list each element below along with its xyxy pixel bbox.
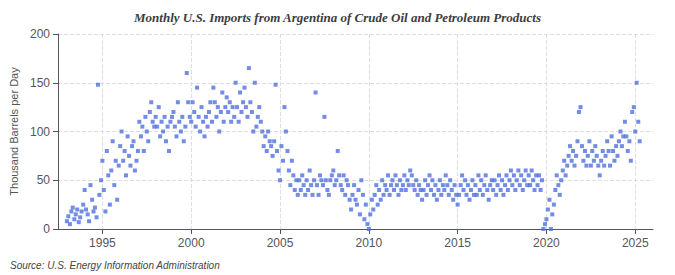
svg-text:Thousand Barrels per Day: Thousand Barrels per Day (8, 67, 20, 196)
svg-text:Monthly U.S. Imports from Arge: Monthly U.S. Imports from Argentina of C… (133, 10, 541, 25)
svg-text:0: 0 (43, 222, 50, 236)
svg-text:200: 200 (30, 27, 50, 41)
svg-text:2010: 2010 (355, 236, 382, 250)
svg-text:2000: 2000 (178, 236, 205, 250)
svg-text:Source: U.S. Energy Informatio: Source: U.S. Energy Information Administ… (10, 260, 220, 271)
svg-text:2005: 2005 (267, 236, 294, 250)
svg-text:2020: 2020 (533, 236, 560, 250)
svg-text:2015: 2015 (444, 236, 471, 250)
svg-text:100: 100 (30, 125, 50, 139)
svg-text:2025: 2025 (622, 236, 649, 250)
svg-text:1995: 1995 (89, 236, 116, 250)
svg-text:50: 50 (37, 173, 51, 187)
svg-text:150: 150 (30, 76, 50, 90)
